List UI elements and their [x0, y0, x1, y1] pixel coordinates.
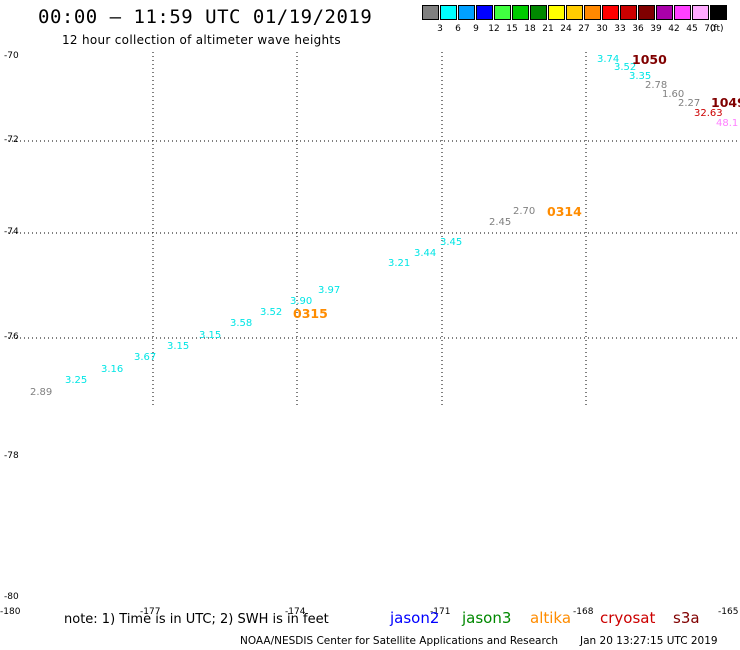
legend-swatch	[458, 5, 475, 20]
legend-swatch	[638, 5, 655, 20]
legend-tick-label: 42	[668, 24, 680, 34]
wave-height-value: 2.70	[513, 206, 536, 217]
note-text: note: 1) Time is in UTC; 2) SWH is in fe…	[64, 612, 329, 627]
wave-height-value: 2.27	[678, 98, 701, 109]
legend-swatch	[548, 5, 565, 20]
legend-tick-label: 45	[686, 24, 698, 34]
time-label: 1049	[711, 95, 740, 110]
legend-swatch	[422, 5, 439, 20]
legend-tick-label: 21	[542, 24, 554, 34]
map-subtitle: 12 hour collection of altimeter wave hei…	[62, 33, 341, 47]
mission-jason2: jason2	[390, 609, 440, 627]
legend-swatch	[530, 5, 547, 20]
legend-swatch	[476, 5, 493, 20]
lon-label: -180	[0, 607, 21, 617]
footer-timestamp: Jan 20 13:27:15 UTC 2019	[580, 635, 718, 647]
legend-unit: (ft)	[710, 24, 724, 34]
legend-swatch	[602, 5, 619, 20]
legend-swatch	[620, 5, 637, 20]
wave-height-value: 3.16	[101, 364, 124, 375]
mission-cryosat: cryosat	[600, 609, 656, 627]
legend-swatch	[440, 5, 457, 20]
wave-height-value: 3.74	[597, 54, 620, 65]
legend-tick-label: 12	[488, 24, 500, 34]
legend-tick-label: 18	[524, 24, 536, 34]
wave-height-value: 3.52	[260, 307, 283, 318]
wave-height-value: 3.67	[134, 352, 157, 363]
wave-height-value: 3.15	[199, 330, 222, 341]
wave-height-value: 48.1	[716, 118, 739, 129]
legend-swatch	[674, 5, 691, 20]
lon-label: -174	[285, 607, 306, 617]
wave-height-value: 2.45	[489, 217, 512, 228]
wave-height-value: 2.89	[30, 387, 53, 398]
wave-height-value: 3.97	[318, 285, 341, 296]
legend-swatch	[710, 5, 727, 20]
lat-label: -70	[4, 51, 19, 61]
wave-height-value: 3.52	[614, 62, 637, 73]
legend-tick-label: 39	[650, 24, 662, 34]
legend-tick-label: 6	[455, 24, 461, 34]
mission-jason3: jason3	[462, 609, 512, 627]
lat-label: -78	[4, 451, 19, 461]
wave-height-value: 3.25	[65, 375, 88, 386]
wave-height-value: 3.35	[629, 71, 652, 82]
legend-swatch	[512, 5, 529, 20]
lat-label: -74	[4, 227, 19, 237]
wave-height-value: 3.21	[388, 258, 411, 269]
legend-tick-label: 33	[614, 24, 626, 34]
legend-tick-label: 27	[578, 24, 590, 34]
lat-label: -72	[4, 135, 19, 145]
wave-height-value: 1.60	[662, 89, 685, 100]
time-label: 1050	[632, 52, 667, 67]
wave-height-value: 32.63	[694, 108, 723, 119]
legend-tick-label: 30	[596, 24, 608, 34]
footer-credit: NOAA/NESDIS Center for Satellite Applica…	[240, 635, 558, 647]
legend-swatch	[494, 5, 511, 20]
legend-tick-label: 15	[506, 24, 518, 34]
legend-tick-label: 9	[473, 24, 479, 34]
legend-swatch	[566, 5, 583, 20]
time-label: 0315	[293, 306, 328, 321]
legend-swatch	[656, 5, 673, 20]
wave-height-value: 3.44	[414, 248, 437, 259]
lat-label: -76	[4, 332, 19, 342]
mission-altika: altika	[530, 609, 572, 627]
wave-height-value: 3.58	[230, 318, 253, 329]
lon-label: -165	[718, 607, 739, 617]
legend-tick-label: 70	[704, 24, 716, 34]
legend-swatch	[584, 5, 601, 20]
wave-height-value: 3.15	[167, 341, 190, 352]
wave-height-value: 3.90	[290, 296, 313, 307]
time-label: 0314	[547, 204, 582, 219]
legend-tick-label: 24	[560, 24, 572, 34]
lat-label: -80	[4, 592, 19, 602]
legend-swatch	[692, 5, 709, 20]
map-title: 00:00 – 11:59 UTC 01/19/2019	[38, 6, 373, 28]
lon-label: -177	[140, 607, 161, 617]
legend-tick-label: 3	[437, 24, 443, 34]
wave-height-value: 2.78	[645, 80, 668, 91]
legend-tick-label: 36	[632, 24, 644, 34]
mission-s3a: s3a	[673, 609, 700, 627]
wave-height-value: 3.45	[440, 237, 463, 248]
lon-label: -168	[573, 607, 594, 617]
lon-label: -171	[430, 607, 451, 617]
